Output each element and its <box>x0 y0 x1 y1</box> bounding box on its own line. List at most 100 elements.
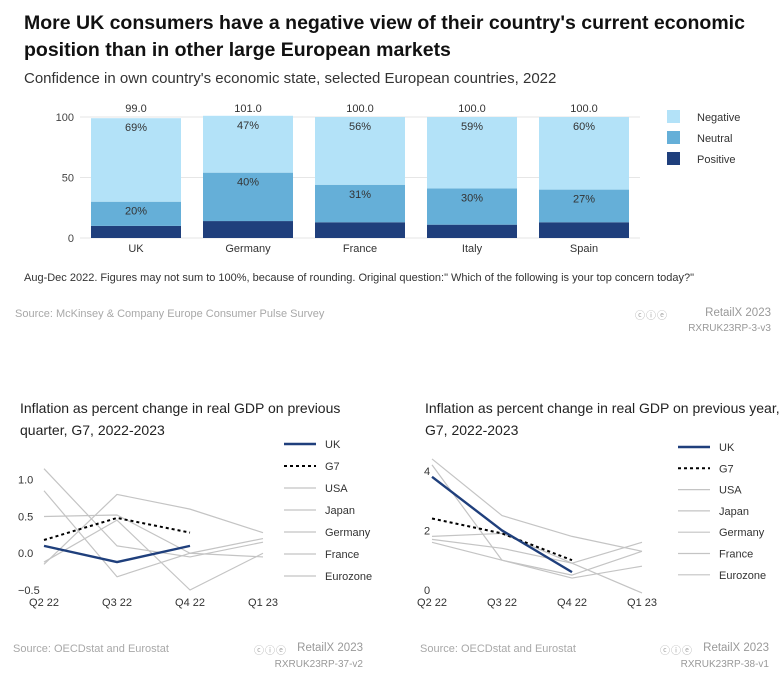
bar-negative-italy <box>427 117 517 189</box>
data-label: 56% <box>349 121 371 133</box>
series-line-eurozone <box>43 490 264 578</box>
bar-positive-uk <box>91 225 181 238</box>
legend-label-negative: Negative <box>697 112 740 124</box>
bar-neutral-germany <box>203 172 293 222</box>
series-line-france <box>43 514 264 554</box>
legend-label-uk: UK <box>719 442 735 454</box>
total-label: 100.0 <box>570 103 598 115</box>
y-tick-label: 100 <box>56 112 74 124</box>
bar-positive-france <box>315 222 405 238</box>
bar-neutral-italy <box>427 188 517 225</box>
stacked-bar-chart: 0 50 100 20% 69% 99.0 UK 40% 47% 101.0 Germany 31%… <box>56 103 741 255</box>
series-line-japan <box>43 468 264 558</box>
brand-label: RetailX 2023 <box>297 642 363 654</box>
total-label: 101.0 <box>234 103 262 115</box>
legend-label-positive: Positive <box>697 154 736 166</box>
legend-label-eurozone: Eurozone <box>325 571 372 583</box>
data-label: 60% <box>573 121 595 133</box>
x-tick-label: France <box>343 243 377 255</box>
chart-subtitle: Confidence in own country's economic sta… <box>24 70 557 87</box>
chart-code: RXRUK23RP-37-v2 <box>274 659 363 670</box>
legend-label-germany: Germany <box>325 527 371 539</box>
legend-label-japan: Japan <box>719 506 749 518</box>
bar-neutral-uk <box>91 201 181 226</box>
series-line-uk <box>43 544 191 564</box>
bar-negative-spain <box>539 117 629 190</box>
data-label: 20% <box>125 206 147 218</box>
data-label: 69% <box>125 122 147 134</box>
total-label: 100.0 <box>346 103 374 115</box>
bar-neutral-france <box>315 184 405 223</box>
x-tick-label: Italy <box>462 243 483 255</box>
data-label: 47% <box>237 120 259 132</box>
legend-label-neutral: Neutral <box>697 133 732 145</box>
source-text-year: Source: OECDstat and Eurostat <box>420 643 576 655</box>
legend-label-japan: Japan <box>325 505 355 517</box>
creative-commons-icon: ⓒⓘⓔ <box>254 646 287 657</box>
chart-code: RXRUK23RP-38-v1 <box>680 659 769 670</box>
series-line-g7 <box>43 516 191 541</box>
x-tick-label: Q3 22 <box>102 597 132 609</box>
x-tick-label: Q1 23 <box>627 597 657 609</box>
legend-swatch-negative <box>667 110 680 123</box>
x-tick-label: UK <box>128 243 144 255</box>
legend-label-eurozone: Eurozone <box>719 570 766 582</box>
bar-positive-germany <box>203 221 293 238</box>
bar-negative-uk <box>91 118 181 202</box>
x-tick-label: Q2 22 <box>417 597 447 609</box>
x-tick-label: Q4 22 <box>175 597 205 609</box>
y-tick-label: 0.0 <box>18 548 33 560</box>
footnote: Aug-Dec 2022. Figures may not sum to 100… <box>24 272 695 284</box>
total-label: 100.0 <box>458 103 486 115</box>
x-tick-label: Q1 23 <box>248 597 278 609</box>
bar-neutral-spain <box>539 189 629 223</box>
bar-positive-italy <box>427 224 517 238</box>
data-label: 31% <box>349 189 371 201</box>
y-tick-label: −0.5 <box>18 585 40 597</box>
creative-commons-icon: ⓒⓘⓔ <box>660 646 693 657</box>
y-tick-label: 50 <box>62 173 74 185</box>
legend-swatch-neutral <box>667 131 680 144</box>
legend-label-g7: G7 <box>719 463 734 475</box>
y-tick-label: 0 <box>68 233 74 245</box>
data-label: 40% <box>237 177 259 189</box>
series-line-japan <box>431 541 643 576</box>
x-tick-label: Q2 22 <box>29 597 59 609</box>
source-text: Source: McKinsey & Company Europe Consum… <box>15 308 325 320</box>
line-chart-quarter: −0.5 0.0 0.5 1.0 Q2 22 Q3 22 Q4 22 Q1 23 UK G7 USA… <box>18 439 372 609</box>
series-line-usa <box>431 532 643 564</box>
line-chart-year: 0 2 4 Q2 22 Q3 22 Q4 22 Q1 23 UK G7 USA Japan Germa… <box>417 442 766 609</box>
series-line-uk <box>431 475 573 574</box>
legend-label-usa: USA <box>325 483 348 495</box>
chart-title: More UK consumers have a negative view o… <box>24 12 745 61</box>
brand-label: RetailX 2023 <box>703 642 769 654</box>
legend-swatch-positive <box>667 152 680 165</box>
data-label: 59% <box>461 121 483 133</box>
series-line-france <box>431 464 643 579</box>
y-tick-label: 0.5 <box>18 511 33 523</box>
line-chart-year-title: Inflation as percent change in real GDP … <box>425 400 780 438</box>
legend-label-usa: USA <box>719 485 742 497</box>
y-tick-label: 4 <box>424 466 430 478</box>
x-tick-label: Q4 22 <box>557 597 587 609</box>
legend-label-germany: Germany <box>719 527 765 539</box>
bar-positive-spain <box>539 222 629 238</box>
source-text-quarter: Source: OECDstat and Eurostat <box>13 643 169 655</box>
y-tick-label: 1.0 <box>18 475 33 487</box>
data-label: 27% <box>573 194 595 206</box>
legend-label-uk: UK <box>325 439 341 451</box>
y-tick-label: 0 <box>424 585 430 597</box>
brand-label: RetailX 2023 <box>705 307 771 319</box>
x-tick-label: Spain <box>570 243 598 255</box>
x-tick-label: Q3 22 <box>487 597 517 609</box>
bar-negative-france <box>315 117 405 185</box>
data-label: 30% <box>461 192 483 204</box>
chart-code: RXRUK23RP-3-v3 <box>688 323 771 334</box>
line-chart-quarter-title: Inflation as percent change in real GDP … <box>20 400 341 438</box>
series-line-g7 <box>431 517 573 562</box>
x-tick-label: Germany <box>225 243 271 255</box>
legend-label-g7: G7 <box>325 461 340 473</box>
series-line-germany <box>431 538 643 594</box>
bar-negative-germany <box>203 115 293 173</box>
legend-label-france: France <box>719 549 753 561</box>
